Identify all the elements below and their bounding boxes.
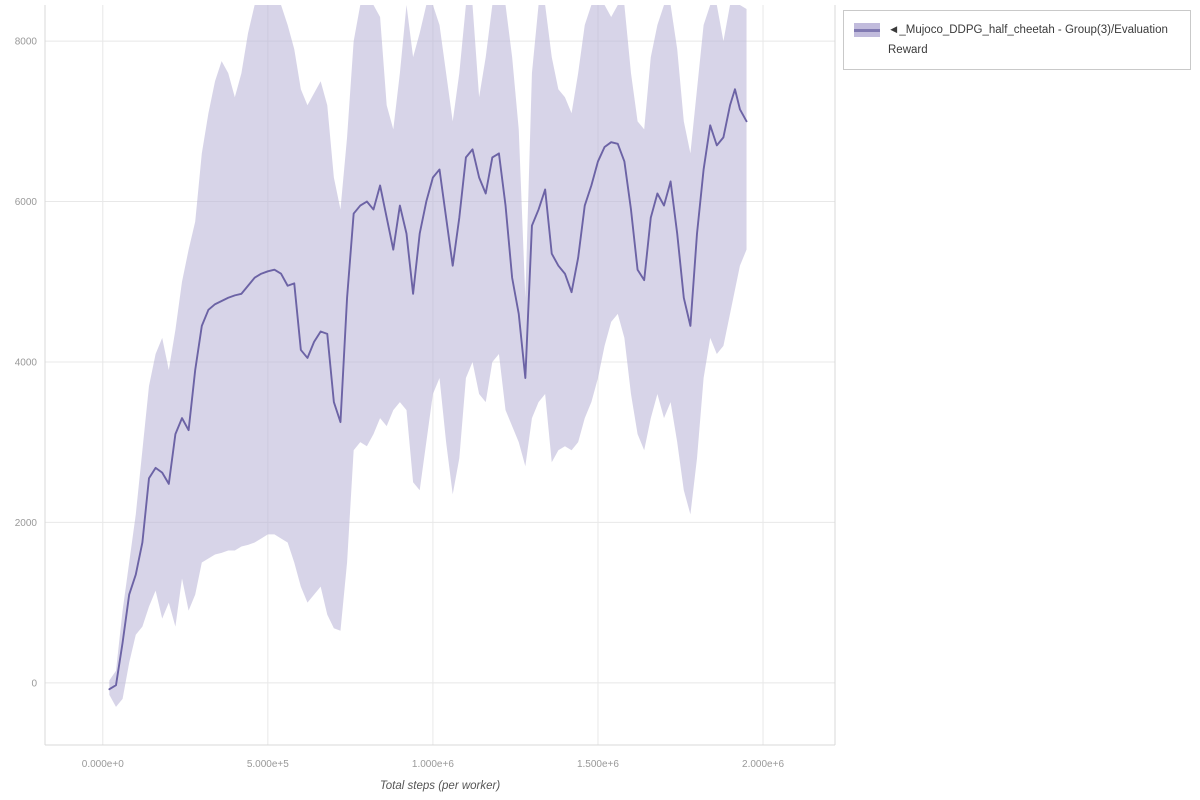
legend: ◄_Mujoco_DDPG_half_cheetah - Group(3)/Ev…	[843, 10, 1191, 71]
svg-text:4000: 4000	[15, 357, 38, 368]
legend-swatch-line	[854, 28, 880, 32]
confidence-band	[109, 5, 747, 707]
svg-text:0: 0	[31, 678, 37, 689]
y-tick-labels: 0 2000 4000 6000 8000	[15, 37, 38, 690]
chart-canvas[interactable]: 0.000e+0 5.000e+5 1.000e+6 1.500e+6 2.000e+6…	[0, 0, 840, 800]
legend-item[interactable]: ◄_Mujoco_DDPG_half_cheetah - Group(3)/Ev…	[854, 20, 1180, 60]
svg-text:5.000e+5: 5.000e+5	[247, 759, 289, 770]
svg-text:2000: 2000	[15, 518, 38, 529]
svg-text:1.000e+6: 1.000e+6	[412, 759, 454, 770]
svg-text:6000: 6000	[15, 197, 38, 208]
x-tick-labels: 0.000e+0 5.000e+5 1.000e+6 1.500e+6 2.000e+6	[82, 759, 785, 770]
svg-text:1.500e+6: 1.500e+6	[577, 759, 619, 770]
svg-text:8000: 8000	[15, 37, 38, 48]
legend-swatch-band	[854, 23, 880, 37]
legend-label: ◄_Mujoco_DDPG_half_cheetah - Group(3)/Ev…	[888, 24, 1168, 57]
axis-border	[44, 5, 836, 746]
svg-text:2.000e+6: 2.000e+6	[742, 759, 784, 770]
mean-line	[108, 88, 748, 691]
x-axis-title: Total steps (per worker)	[379, 780, 501, 792]
svg-text:0.000e+0: 0.000e+0	[82, 759, 124, 770]
